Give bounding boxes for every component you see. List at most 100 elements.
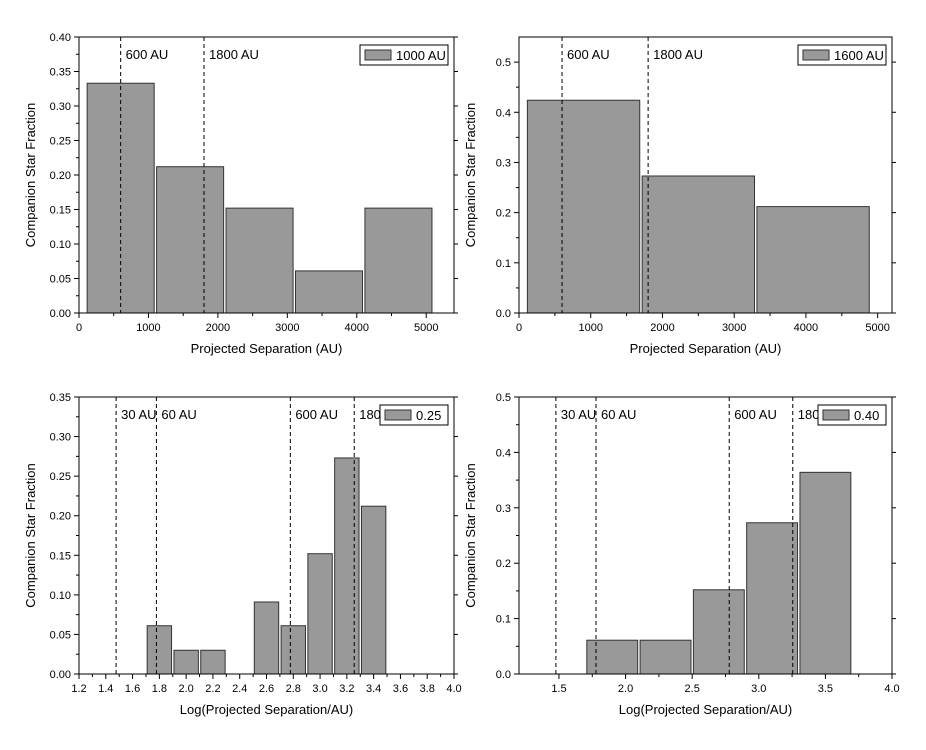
y-axis-title: Companion Star Fraction bbox=[23, 463, 38, 608]
reference-label: 600 AU bbox=[295, 407, 338, 422]
panel-bin-1000au: 600 AU 1800 AU 0.00 0.05 0.10 0.15 0.20 0.25 0.3… bbox=[23, 32, 458, 356]
x-tick-label: 5000 bbox=[414, 322, 438, 334]
x-tick-label: 3.4 bbox=[366, 683, 381, 695]
x-tick-label: 2.5 bbox=[685, 683, 700, 695]
x-tick-label: 1.6 bbox=[125, 683, 140, 695]
x-tick-label: 3000 bbox=[275, 322, 299, 334]
bar bbox=[294, 270, 364, 314]
x-tick-label: 2000 bbox=[206, 322, 230, 334]
legend-label: 1600 AU bbox=[834, 48, 884, 63]
reference-label: 60 AU bbox=[161, 407, 196, 422]
reference-label: 600 AU bbox=[567, 47, 610, 62]
reference-label: 600 AU bbox=[126, 47, 169, 62]
x-tick-label: 2000 bbox=[650, 322, 674, 334]
y-tick-label: 0.35 bbox=[50, 392, 71, 404]
y-tick-label: 0.15 bbox=[50, 550, 71, 562]
y-tick-label: 0.40 bbox=[50, 32, 71, 44]
y-tick-label: 0.25 bbox=[50, 471, 71, 483]
x-tick-label: 0 bbox=[516, 322, 522, 334]
x-tick-label: 3.2 bbox=[339, 683, 354, 695]
bar bbox=[156, 166, 225, 314]
bar bbox=[526, 99, 641, 314]
x-tick-label: 2.8 bbox=[286, 683, 301, 695]
x-tick-label: 0 bbox=[76, 322, 82, 334]
y-tick-label: 0.3 bbox=[496, 157, 511, 169]
panel-bin-1600au: 600 AU 1800 AU 0.0 0.1 0.2 0.3 0.4 0.5 0 1000 2000… bbox=[463, 36, 896, 356]
x-tick-label: 1.4 bbox=[98, 683, 113, 695]
x-tick-label: 4000 bbox=[345, 322, 369, 334]
y-tick-label: 0.5 bbox=[496, 392, 511, 404]
bar bbox=[586, 639, 639, 675]
x-tick-label: 1.5 bbox=[551, 683, 566, 695]
y-axis-title: Companion Star Fraction bbox=[463, 463, 478, 608]
x-tick-label: 4.0 bbox=[446, 683, 461, 695]
x-axis-title: Projected Separation (AU) bbox=[191, 341, 343, 356]
y-tick-label: 0.4 bbox=[496, 107, 511, 119]
legend-swatch bbox=[384, 409, 412, 421]
x-tick-label: 1000 bbox=[578, 322, 602, 334]
legend-label: 1000 AU bbox=[396, 48, 446, 63]
bar bbox=[692, 589, 745, 675]
y-tick-label: 0.2 bbox=[496, 208, 511, 220]
legend-swatch bbox=[802, 49, 830, 61]
x-tick-label: 5000 bbox=[865, 322, 889, 334]
y-tick-label: 0.05 bbox=[50, 629, 71, 641]
y-tick-label: 0.3 bbox=[496, 503, 511, 515]
reference-label: 30 AU bbox=[561, 407, 596, 422]
bar bbox=[307, 553, 333, 675]
y-tick-label: 0.1 bbox=[496, 614, 511, 626]
y-tick-label: 0.30 bbox=[50, 101, 71, 113]
reference-label: 1800 AU bbox=[209, 47, 259, 62]
x-tick-label: 2.0 bbox=[178, 683, 193, 695]
x-tick-label: 2.2 bbox=[205, 683, 220, 695]
bar bbox=[360, 505, 387, 675]
y-tick-label: 0.20 bbox=[50, 511, 71, 523]
y-tick-label: 0.15 bbox=[50, 205, 71, 217]
x-tick-label: 2.4 bbox=[232, 683, 247, 695]
y-tick-label: 0.0 bbox=[496, 669, 511, 681]
bar bbox=[639, 639, 692, 675]
y-tick-label: 0.10 bbox=[50, 590, 71, 602]
y-tick-label: 0.1 bbox=[496, 258, 511, 270]
legend-label: 0.25 bbox=[416, 408, 441, 423]
legend-swatch bbox=[822, 409, 850, 421]
reference-label: 30 AU bbox=[121, 407, 156, 422]
y-tick-label: 0.00 bbox=[50, 308, 71, 320]
y-tick-label: 0.05 bbox=[50, 274, 71, 286]
bar bbox=[364, 207, 433, 314]
y-tick-label: 0.10 bbox=[50, 239, 71, 251]
x-tick-label: 3.0 bbox=[312, 683, 327, 695]
x-tick-label: 3.5 bbox=[818, 683, 833, 695]
x-tick-label: 1000 bbox=[136, 322, 160, 334]
bar bbox=[641, 175, 756, 314]
bar bbox=[799, 471, 852, 675]
x-tick-label: 3.6 bbox=[393, 683, 408, 695]
bar bbox=[746, 522, 799, 675]
y-tick-label: 0.20 bbox=[50, 170, 71, 182]
y-tick-label: 0.2 bbox=[496, 558, 511, 570]
y-tick-label: 0.4 bbox=[496, 447, 511, 459]
x-tick-label: 2.0 bbox=[618, 683, 633, 695]
reference-label: 60 AU bbox=[601, 407, 636, 422]
x-tick-label: 4000 bbox=[794, 322, 818, 334]
x-tick-label: 4.0 bbox=[884, 683, 899, 695]
y-axis-title: Companion Star Fraction bbox=[23, 103, 38, 248]
x-tick-label: 2.6 bbox=[259, 683, 274, 695]
bar bbox=[146, 625, 173, 675]
bar bbox=[253, 601, 280, 675]
x-tick-label: 3.0 bbox=[751, 683, 766, 695]
legend-swatch bbox=[364, 49, 392, 61]
y-tick-label: 0.35 bbox=[50, 67, 71, 79]
x-tick-label: 1.2 bbox=[71, 683, 86, 695]
x-axis-title: Log(Projected Separation/AU) bbox=[180, 702, 353, 717]
y-tick-label: 0.0 bbox=[496, 308, 511, 320]
bar bbox=[334, 457, 360, 675]
plot-frame bbox=[518, 36, 893, 314]
x-axis-title: Log(Projected Separation/AU) bbox=[619, 702, 792, 717]
x-axis-title: Projected Separation (AU) bbox=[630, 341, 782, 356]
x-tick-label: 3000 bbox=[722, 322, 746, 334]
